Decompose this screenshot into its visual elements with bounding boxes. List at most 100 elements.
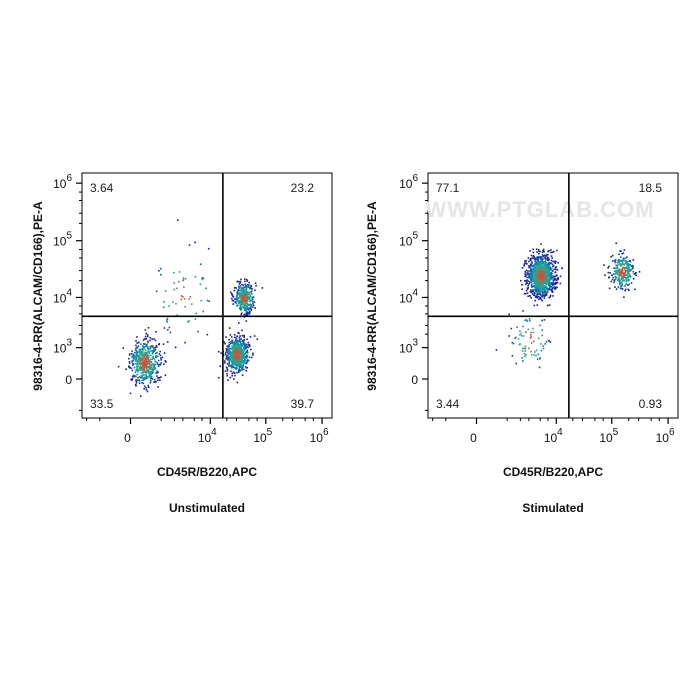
x-tick-label: 0	[470, 431, 477, 445]
scatter-point	[243, 297, 246, 299]
scatter-point	[242, 351, 244, 354]
scatter-point	[160, 267, 162, 270]
scatter-point	[159, 354, 162, 357]
scatter-point	[132, 357, 134, 359]
scatter-point	[136, 379, 139, 382]
scatter-point	[234, 366, 236, 369]
scatter-point	[635, 272, 637, 274]
x-tick-label: 106	[656, 427, 675, 445]
scatter-point	[245, 311, 248, 313]
scatter-points	[495, 242, 641, 369]
scatter-point	[237, 346, 239, 348]
scatter-point	[240, 358, 243, 361]
scatter-point	[633, 273, 636, 275]
scatter-point	[243, 303, 245, 306]
scatter-point	[244, 309, 246, 311]
scatter-point	[235, 337, 238, 339]
scatter-point	[150, 358, 152, 361]
scatter-point	[615, 288, 618, 290]
scatter-point	[239, 369, 241, 371]
scatter-point	[149, 347, 151, 350]
scatter-point	[157, 371, 159, 373]
scatter-point	[252, 306, 254, 308]
scatter-point	[151, 364, 153, 366]
scatter-point	[241, 360, 243, 363]
scatter-point	[245, 313, 247, 315]
scatter-point	[252, 296, 255, 298]
scatter-point	[548, 270, 551, 273]
scatter-point	[232, 356, 235, 358]
scatter-point	[140, 395, 142, 397]
scatter-point	[143, 364, 145, 366]
scatter-point	[244, 346, 246, 348]
scatter-point	[135, 385, 137, 387]
scatter-point	[530, 270, 532, 272]
scatter-point	[540, 258, 543, 260]
scatter-point	[251, 297, 254, 300]
scatter-point	[614, 286, 616, 288]
quadrant-upper-right-value: 18.5	[639, 181, 663, 195]
scatter-point	[554, 266, 557, 269]
scatter-point	[538, 264, 541, 267]
scatter-point	[546, 256, 549, 259]
scatter-point	[136, 359, 139, 362]
scatter-point	[622, 266, 624, 269]
scatter-point	[243, 294, 245, 297]
scatter-point	[246, 290, 249, 293]
scatter-point	[625, 267, 628, 269]
scatter-point	[541, 299, 543, 302]
scatter-point	[227, 379, 229, 381]
scatter-point	[156, 362, 158, 364]
scatter-point	[177, 219, 179, 221]
scatter-point	[148, 359, 150, 361]
scatter-point	[540, 294, 542, 297]
scatter-point	[538, 250, 540, 253]
scatter-point	[631, 268, 633, 270]
scatter-point	[530, 289, 532, 291]
scatter-point	[534, 263, 536, 266]
scatter-point	[146, 352, 148, 355]
scatter-point	[617, 273, 619, 276]
scatter-point	[538, 274, 540, 276]
scatter-point	[238, 285, 240, 288]
scatter-point	[539, 276, 542, 278]
scatter-point	[551, 283, 554, 285]
scatter-point	[532, 291, 535, 293]
scatter-point	[153, 350, 156, 352]
scatter-point	[608, 276, 610, 279]
scatter-point	[541, 254, 544, 256]
scatter-point	[240, 296, 242, 298]
scatter-point	[532, 331, 535, 334]
scatter-point	[154, 363, 156, 366]
scatter-point	[632, 267, 634, 269]
scatter-point	[237, 299, 239, 302]
scatter-point	[135, 357, 138, 359]
scatter-point	[135, 349, 138, 352]
scatter-point	[150, 345, 152, 347]
scatter-point	[549, 295, 551, 298]
scatter-point	[145, 351, 148, 354]
scatter-point	[149, 339, 151, 342]
scatter-point	[539, 324, 541, 327]
scatter-point	[141, 362, 144, 364]
scatter-point	[540, 270, 542, 273]
scatter-point	[540, 265, 542, 267]
scatter-point	[147, 371, 150, 373]
scatter-point	[237, 358, 239, 361]
scatter-point	[248, 356, 251, 358]
scatter-point	[545, 272, 547, 274]
scatter-point	[539, 272, 541, 275]
scatter-point	[142, 352, 144, 354]
scatter-point	[536, 304, 539, 306]
scatter-point	[533, 265, 535, 268]
scatter-point	[535, 278, 537, 280]
scatter-point	[158, 376, 161, 379]
scatter-point	[540, 260, 543, 262]
scatter-point	[139, 368, 141, 370]
scatter-point	[151, 372, 153, 375]
scatter-point	[545, 273, 547, 275]
scatter-point	[554, 283, 556, 285]
scatter-point	[247, 309, 250, 311]
scatter-point	[233, 352, 236, 354]
scatter-point	[239, 365, 242, 367]
